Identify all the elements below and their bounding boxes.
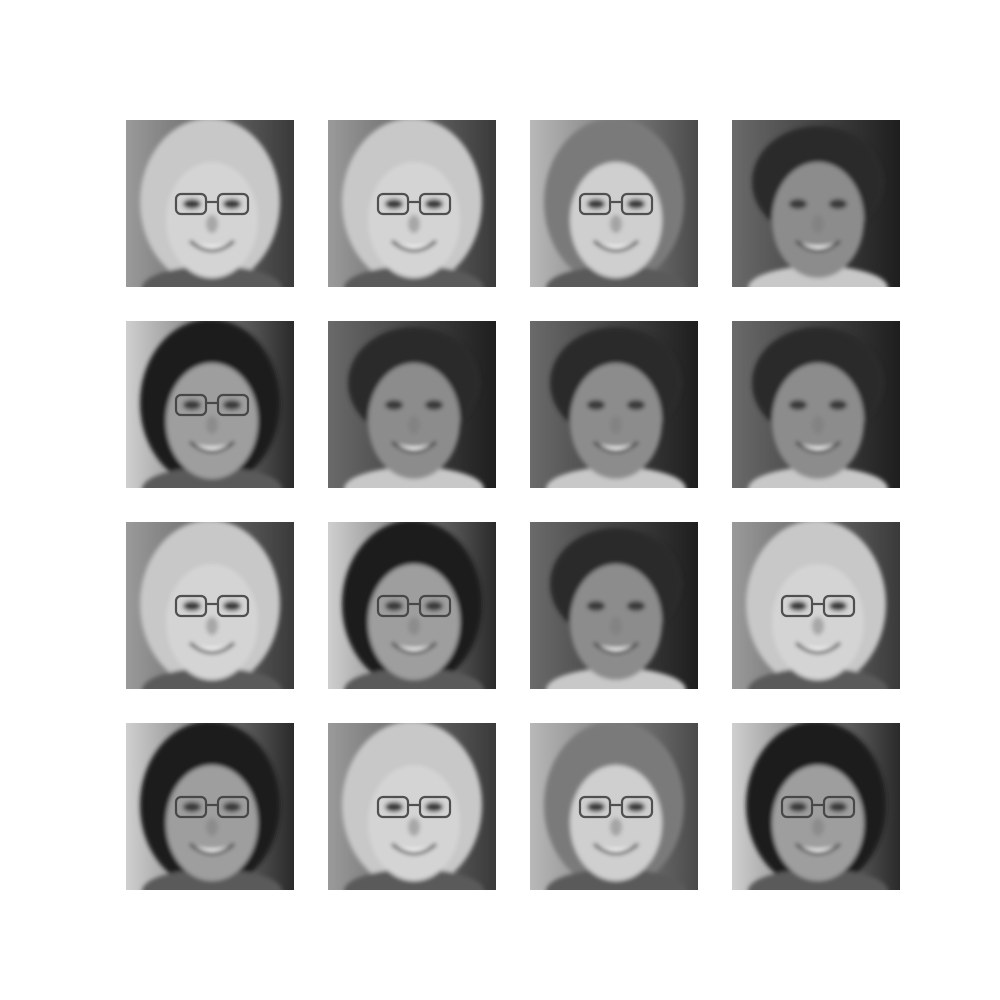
face-image-tile — [732, 321, 900, 488]
face-image — [126, 723, 294, 890]
face-image-tile — [530, 522, 698, 689]
face-image — [328, 321, 496, 488]
face-image — [328, 522, 496, 689]
face-image-tile — [126, 120, 294, 287]
face-image — [530, 120, 698, 287]
face-image-tile — [530, 120, 698, 287]
face-image-tile — [126, 522, 294, 689]
face-image — [530, 321, 698, 488]
face-image — [732, 723, 900, 890]
face-image — [530, 723, 698, 890]
face-image — [328, 120, 496, 287]
face-image — [126, 522, 294, 689]
face-image — [732, 522, 900, 689]
face-image-tile — [732, 723, 900, 890]
face-image — [126, 120, 294, 287]
face-image-tile — [732, 522, 900, 689]
face-image — [126, 321, 294, 488]
face-image-tile — [328, 321, 496, 488]
face-image-tile — [328, 120, 496, 287]
face-image — [530, 522, 698, 689]
face-image — [732, 321, 900, 488]
face-image-tile — [530, 321, 698, 488]
face-image-tile — [328, 522, 496, 689]
face-image — [732, 120, 900, 287]
face-image — [328, 723, 496, 890]
face-image-tile — [732, 120, 900, 287]
face-image-tile — [126, 321, 294, 488]
face-tile-grid — [126, 120, 900, 890]
face-image-tile — [328, 723, 496, 890]
face-image-tile — [126, 723, 294, 890]
face-image-tile — [530, 723, 698, 890]
